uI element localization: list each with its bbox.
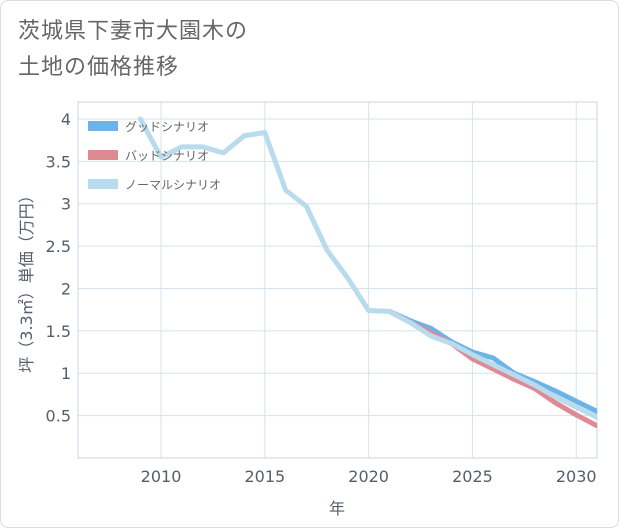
- series-layer: [137, 116, 597, 429]
- y-axis-ticks: 0.5 1 1.5 2 2.5 3 3.5 4: [46, 110, 71, 426]
- x-tick-label: 2015: [244, 467, 285, 486]
- title-line-2: 土地の価格推移: [18, 55, 180, 80]
- y-tick-label: 0.5: [46, 407, 71, 426]
- series-line-good: [386, 308, 597, 414]
- y-tick-label: 1.5: [46, 322, 71, 341]
- grid: [78, 102, 597, 458]
- title-line-1: 茨城県下妻市大園木の: [18, 19, 249, 44]
- legend-bad-swatch: [88, 150, 118, 160]
- legend-bad-label: バッドシナリオ: [125, 149, 209, 163]
- legend-normal-swatch: [88, 179, 118, 189]
- y-tick-label: 1: [61, 364, 71, 383]
- y-tick-label: 3.5: [46, 152, 71, 171]
- y-tick-label: 2: [61, 279, 71, 298]
- x-axis-ticks: 2010 2015 2020 2025 2030: [141, 467, 597, 486]
- legend-good-label: グッドシナリオ: [125, 120, 209, 134]
- x-axis-title: 年: [329, 499, 345, 518]
- legend-normal-label: ノーマルシナリオ: [125, 178, 221, 192]
- y-tick-label: 2.5: [46, 237, 71, 256]
- plot-area-border: [77, 101, 598, 459]
- series-line-normal: [137, 116, 597, 420]
- chart-title: 茨城県下妻市大園木の 土地の価格推移: [18, 14, 248, 86]
- y-tick-label: 3: [61, 195, 71, 214]
- legend-good-swatch: [88, 121, 118, 131]
- x-tick-label: 2030: [556, 467, 597, 486]
- x-tick-label: 2010: [141, 467, 182, 486]
- y-tick-label: 4: [61, 110, 71, 129]
- y-axis-title: 坪（3.3㎡）単価（万円）: [17, 187, 36, 372]
- x-tick-label: 2020: [348, 467, 389, 486]
- x-tick-label: 2025: [452, 467, 493, 486]
